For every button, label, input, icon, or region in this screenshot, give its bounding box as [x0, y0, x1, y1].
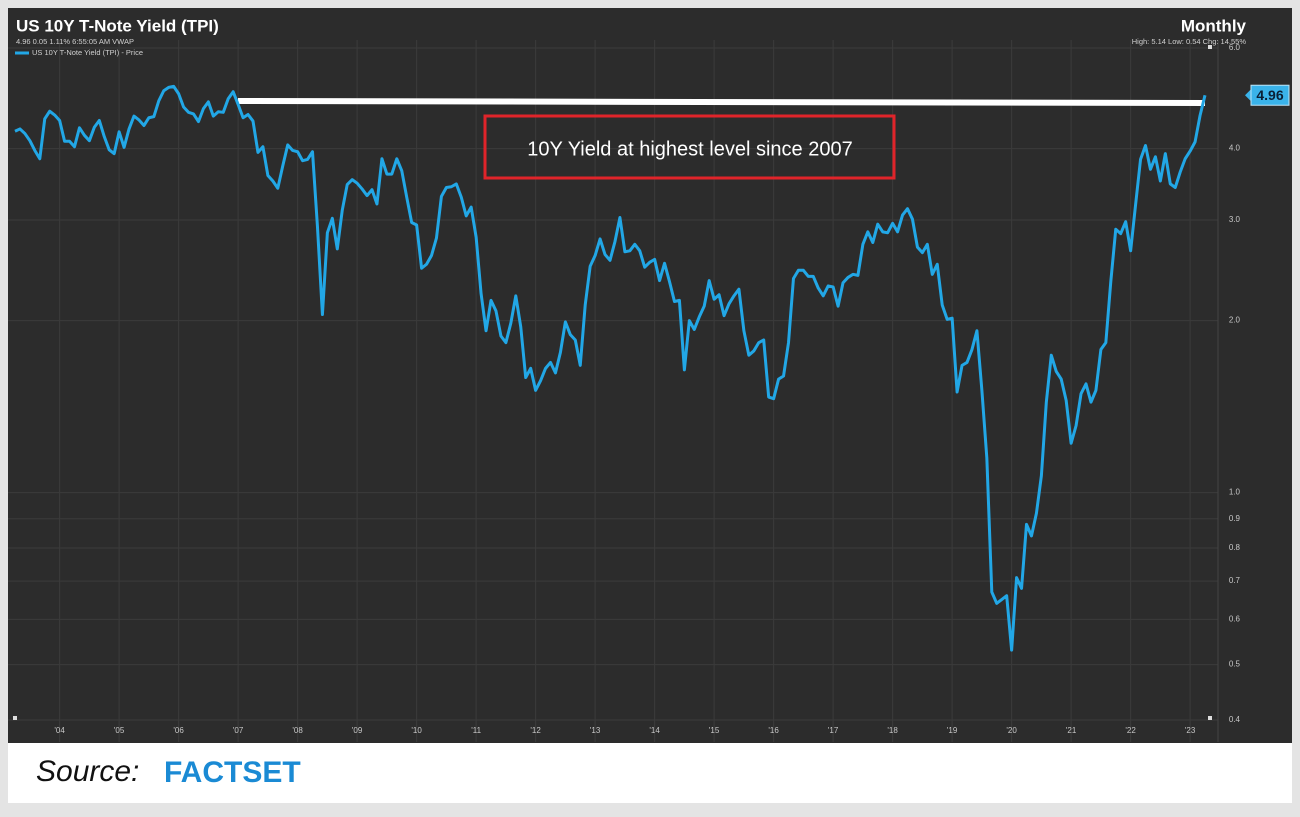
x-tick-label: '14	[649, 726, 660, 735]
corner-marker	[1208, 716, 1212, 720]
y-tick-label: 0.8	[1229, 543, 1241, 552]
x-tick-label: '12	[530, 726, 541, 735]
x-tick-label: '19	[947, 726, 958, 735]
y-tick-label: 0.7	[1229, 576, 1241, 585]
legend-label: US 10Y T-Note Yield (TPI) - Price	[32, 48, 143, 57]
y-tick-label: 3.0	[1229, 215, 1241, 224]
corner-marker	[13, 716, 17, 720]
y-tick-label: 1.0	[1229, 488, 1241, 497]
series-line	[14, 84, 1207, 652]
x-tick-label: '05	[114, 726, 125, 735]
x-tick-label: '15	[709, 726, 720, 735]
x-tick-label: '11	[471, 726, 481, 735]
x-tick-label: '09	[352, 726, 363, 735]
chart-title: US 10Y T-Note Yield (TPI)	[16, 16, 219, 35]
y-tick-label: 6.0	[1229, 43, 1241, 52]
x-tick-label: '07	[233, 726, 244, 735]
chart-panel	[8, 8, 1292, 743]
x-tick-label: '13	[590, 726, 601, 735]
x-tick-label: '04	[54, 726, 65, 735]
y-tick-label: 0.4	[1229, 715, 1241, 724]
x-tick-label: '16	[768, 726, 779, 735]
grid	[8, 40, 1218, 742]
source-name: FACTSET	[164, 756, 301, 789]
y-tick-label: 0.5	[1229, 660, 1241, 669]
x-tick-label: '17	[828, 726, 839, 735]
corner-marker	[1208, 45, 1212, 49]
source-band	[8, 743, 1292, 803]
x-tick-label: '06	[173, 726, 184, 735]
subtitle: 4.96 0.05 1.11% 6:55:05 AM VWAP	[16, 37, 134, 46]
source-label: Source:	[36, 755, 139, 788]
x-tick-label: '21	[1066, 726, 1077, 735]
y-tick-label: 4.0	[1229, 144, 1241, 153]
annotation-box	[483, 114, 896, 180]
frequency: Monthly	[1181, 16, 1247, 35]
last-value-pointer	[1245, 89, 1251, 102]
x-tick-label: '23	[1185, 726, 1196, 735]
last-value-label: 4.96	[1256, 87, 1283, 103]
last-value-tag	[1250, 84, 1290, 106]
stats: High: 5.14 Low: 0.54 Chg: 14.55%	[1132, 37, 1247, 46]
x-tick-label: '18	[887, 726, 898, 735]
x-tick-label: '10	[411, 726, 422, 735]
y-tick-label: 0.9	[1229, 514, 1241, 523]
x-tick-label: '20	[1006, 726, 1017, 735]
annotation: 10Y Yield at highest level since 2007	[527, 138, 852, 160]
x-tick-label: '22	[1125, 726, 1136, 735]
y-tick-label: 0.6	[1229, 614, 1241, 623]
y-tick-label: 2.0	[1229, 316, 1241, 325]
x-tick-label: '08	[292, 726, 303, 735]
highlight-line	[237, 98, 1206, 106]
